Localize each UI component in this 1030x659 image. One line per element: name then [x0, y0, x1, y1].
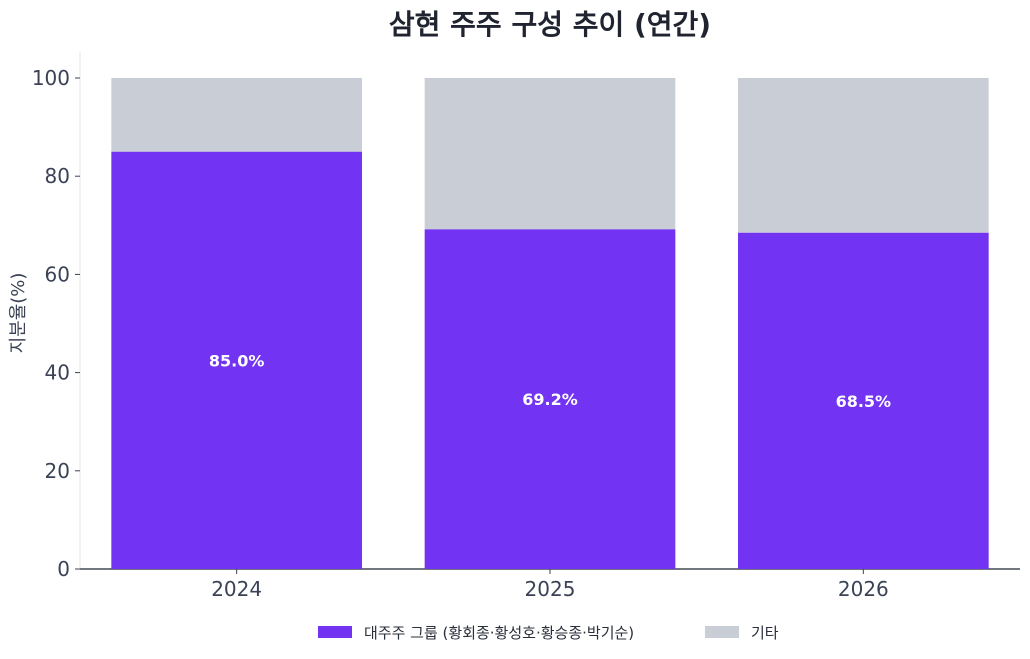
chart-title: 삼현 주주 구성 추이 (연간) — [389, 8, 711, 41]
bar-data-label: 68.5% — [836, 392, 892, 411]
legend-swatch — [318, 626, 352, 638]
y-tick-label: 60 — [45, 262, 70, 286]
bar-other — [738, 78, 989, 233]
plot-area: 0 20 40 60 80 100 85.0% 2024 69.2% 2025 68.5% 2026 — [32, 52, 1020, 601]
y-tick-label: 0 — [57, 557, 70, 581]
legend-swatch — [705, 626, 739, 638]
y-tick-label: 20 — [45, 459, 70, 483]
bar-other — [111, 78, 362, 152]
y-axis-label: 지분율(%) — [8, 273, 29, 354]
y-tick-label: 100 — [32, 66, 70, 90]
bar-data-label: 69.2% — [522, 390, 578, 409]
bar-major-shareholder — [738, 232, 989, 570]
legend-label: 대주주 그룹 (황회종·황성호·황승종·박기순) — [364, 624, 634, 642]
bar-major-shareholder — [424, 229, 676, 569]
x-tick-label: 2025 — [525, 577, 576, 601]
bar-data-label: 85.0% — [209, 351, 265, 370]
legend: 대주주 그룹 (황회종·황성호·황승종·박기순) 기타 — [318, 624, 779, 642]
y-tick-label: 40 — [45, 361, 70, 385]
bar-other — [424, 78, 676, 230]
bar-major-shareholder — [111, 151, 362, 569]
y-tick-label: 80 — [45, 164, 70, 188]
legend-label: 기타 — [751, 624, 779, 642]
x-tick-label: 2026 — [838, 577, 889, 601]
x-tick-label: 2024 — [211, 577, 262, 601]
